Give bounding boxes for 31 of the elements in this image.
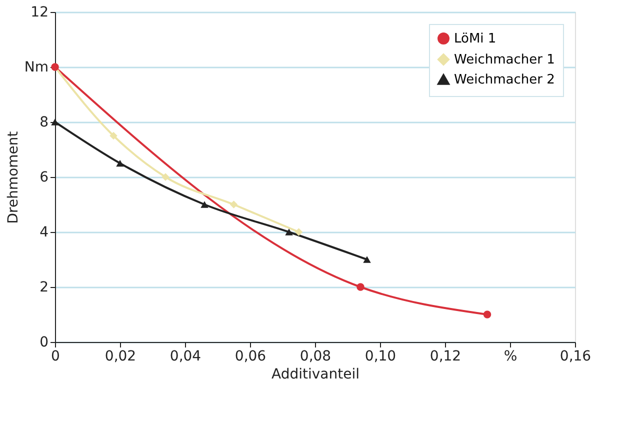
point [230,200,238,208]
y-tick-label: 12 [30,4,48,20]
y-tick-label: 6 [40,170,49,186]
legend-label: LöMi 1 [454,32,496,46]
x-tick-label: 0 [51,348,60,364]
point [200,201,208,208]
y-tick-label: 4 [40,224,49,240]
point [356,283,364,291]
y-tick-label: 2 [40,280,48,296]
legend-label: Weichmacher 1 [454,52,555,68]
point [363,256,371,263]
point [285,228,293,236]
point [162,173,170,181]
x-tick-label: 0,04 [170,348,202,364]
point [483,310,492,318]
x-tick-label: 0,08 [300,348,332,364]
x-axis-title: Additivanteil [272,366,360,382]
x-tick-label: 0,10 [364,348,396,364]
point [294,228,303,236]
x-tick-label: % [504,348,518,364]
point [110,132,118,140]
point [116,160,124,167]
y-tick-label: Nm [24,60,48,76]
x-tick-label: 0,06 [234,348,266,364]
y-tick-label: 0 [40,334,48,350]
y-axis-title: Drehmoment [5,130,22,224]
legend-label: Weichmacher 2 [454,72,555,88]
x-tick-label: 0,12 [430,348,462,364]
x-tick-label: 0,16 [560,348,592,364]
x-tick-label: 0,02 [104,348,136,364]
y-tick-label: 8 [40,114,48,130]
